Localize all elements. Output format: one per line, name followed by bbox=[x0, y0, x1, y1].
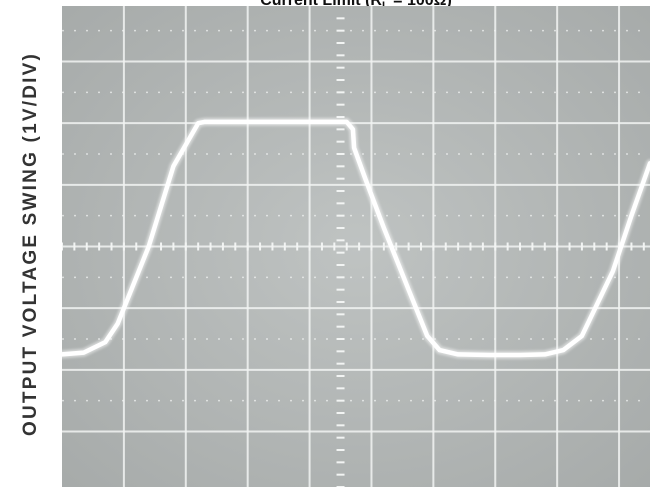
trace-group bbox=[62, 117, 650, 359]
trace-line bbox=[62, 119, 650, 358]
y-axis-label: OUTPUT VOLTAGE SWING (1V/DIV) bbox=[20, 52, 41, 436]
oscilloscope-screen bbox=[62, 6, 650, 487]
